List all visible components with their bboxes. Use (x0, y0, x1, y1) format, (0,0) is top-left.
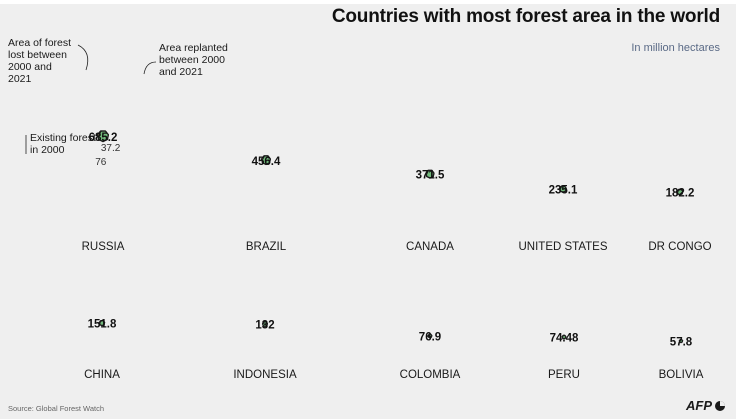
existing-value-label: 371.5 (416, 170, 445, 182)
country-group-indonesia: 132 INDONESIA (233, 319, 297, 381)
country-group-canada: 371.5 CANADA (406, 169, 454, 253)
existing-value-label: 74.48 (550, 332, 579, 344)
heptagon-layer: 685.2 76 37.2 RUSSIA 456.4 BRAZIL 371.5 CANADA 2… (82, 130, 712, 381)
legend-replanted-label: Area replanted between 2000 and 2021 (159, 42, 231, 78)
country-group-peru: 74.48 PERU (548, 332, 580, 381)
legend-replanted-line-3: and 2021 (159, 66, 203, 78)
legend-replanted-line-2: between 2000 (159, 54, 225, 66)
chart-title: Countries with most forest area in the w… (331, 6, 720, 27)
country-label: CHINA (84, 369, 120, 381)
legend-lost-line-3: 2000 and (8, 61, 52, 73)
title-rule (0, 0, 736, 4)
country-group-russia: 685.2 76 37.2 RUSSIA (82, 130, 125, 253)
existing-value-label: 151.8 (88, 318, 117, 330)
legend-replanted-line-1: Area replanted (159, 42, 228, 54)
existing-value-label: 235.1 (549, 185, 578, 197)
country-label: PERU (548, 369, 580, 381)
country-label: BOLIVIA (659, 369, 704, 381)
afp-logo-mark-icon (715, 400, 725, 411)
existing-value-label: 76.9 (419, 331, 441, 343)
heptagon-outline (98, 320, 106, 327)
country-group-united-states: 235.1 UNITED STATES (518, 185, 607, 253)
country-label: INDONESIA (233, 369, 297, 381)
country-group-brazil: 456.4 BRAZIL (246, 155, 287, 253)
unit-label: In million hectares (631, 42, 720, 54)
legend-lost-line-1: Area of forest (8, 37, 71, 49)
existing-value-label: 456.4 (252, 156, 281, 168)
country-label: CANADA (406, 241, 454, 253)
country-group-dr-congo: 182.2 DR CONGO (648, 188, 711, 253)
heptagon-outline (678, 339, 684, 344)
heptagon-outline (676, 188, 684, 196)
heptagon-outline (559, 185, 567, 193)
existing-value-label: 182.2 (666, 188, 695, 200)
existing-value-label: 685.2 (89, 132, 118, 144)
legend-replanted-leader (143, 61, 157, 75)
country-label: UNITED STATES (518, 241, 607, 253)
legend-existing-label: Existing forest in 2000 (30, 132, 99, 156)
legend-lost-line-2: lost between (8, 49, 67, 61)
heptagon-outline (427, 333, 433, 339)
country-label: COLOMBIA (400, 369, 461, 381)
afp-logo-text: AFP (686, 398, 712, 413)
heptagon-outline (425, 169, 435, 179)
country-label: DR CONGO (648, 241, 711, 253)
existing-value-label: 132 (255, 319, 274, 331)
source-note: Source: Global Forest Watch (8, 404, 105, 413)
legend-existing-line-1: Existing forest (30, 132, 96, 144)
legend-lost-line-4: 2021 (8, 73, 32, 85)
legend-lost-leader (77, 44, 89, 71)
country-group-bolivia: 57.8 BOLIVIA (659, 336, 704, 381)
afp-logo: AFP (686, 398, 726, 413)
heptagon-outline (261, 155, 271, 166)
heptagon-outline (561, 334, 567, 340)
lost-value-label: 76 (95, 157, 107, 168)
country-group-colombia: 76.9 COLOMBIA (400, 331, 461, 381)
country-label: BRAZIL (246, 241, 287, 253)
heptagon-outline (262, 321, 268, 327)
heptagon-outline (96, 130, 110, 143)
country-group-china: 151.8 CHINA (84, 318, 120, 381)
legend-existing-line-2: in 2000 (30, 144, 65, 156)
legend-lost-label: Area of forest lost between 2000 and 202… (8, 37, 74, 85)
existing-value-label: 57.8 (670, 336, 693, 348)
country-label: RUSSIA (82, 241, 125, 253)
replanted-value-label: 37.2 (101, 143, 121, 154)
legend-annotations: Area of forest lost between 2000 and 202… (8, 37, 231, 156)
